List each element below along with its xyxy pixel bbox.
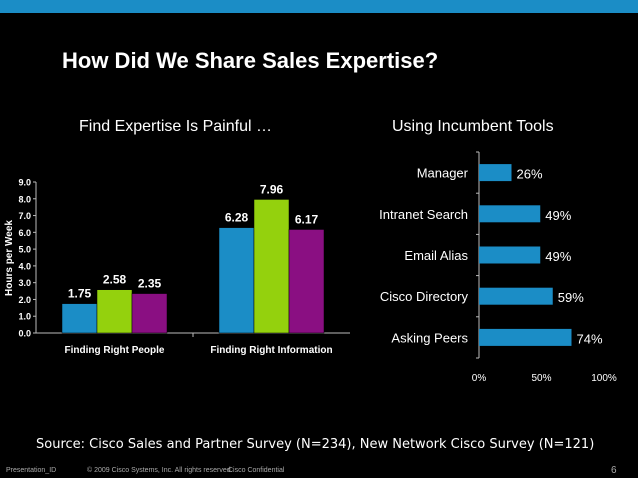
bar: [96, 289, 133, 334]
bar: [288, 229, 325, 334]
category-label: Email Alias: [404, 248, 468, 263]
category-label: Asking Peers: [391, 330, 468, 345]
bar: [218, 227, 255, 334]
category-label: Intranet Search: [379, 207, 468, 222]
bar: [479, 205, 541, 223]
category-label: Cisco Directory: [380, 289, 469, 304]
y-tick-label: 5.0: [18, 245, 31, 255]
footer-confidential: Cisco Confidential: [228, 467, 285, 474]
category-label: Manager: [417, 166, 469, 181]
bar-value-label: 49%: [545, 208, 571, 223]
footer-copyright: © 2009 Cisco Systems, Inc. All rights re…: [87, 467, 233, 474]
bar: [479, 246, 541, 264]
page-number: 6: [611, 465, 617, 476]
x-tick-label: 0%: [472, 373, 487, 384]
y-tick-label: 7.0: [18, 211, 31, 221]
top-accent-bar: [0, 0, 638, 13]
y-tick-label: 1.0: [18, 312, 31, 322]
bar: [479, 287, 553, 305]
category-label: Finding Right People: [65, 345, 165, 356]
bar: [253, 199, 290, 334]
footer-presentation-id: Presentation_ID: [6, 467, 57, 474]
bar-value-label: 74%: [577, 331, 603, 346]
category-label: Finding Right Information: [210, 345, 332, 356]
bar-value-label: 6.17: [295, 212, 319, 226]
bar-value-label: 1.75: [68, 287, 92, 301]
x-tick-label: 100%: [591, 373, 617, 384]
y-tick-label: 3.0: [18, 278, 31, 288]
slide-title: How Did We Share Sales Expertise?: [62, 48, 439, 73]
bar-value-label: 7.96: [260, 182, 284, 196]
y-tick-label: 8.0: [18, 194, 31, 204]
left-chart-title: Find Expertise Is Painful …: [79, 118, 272, 135]
y-tick-label: 0.0: [18, 329, 31, 339]
y-tick-label: 9.0: [18, 178, 31, 188]
y-axis-title: Hours per Week: [4, 220, 15, 296]
right-chart-title: Using Incumbent Tools: [392, 118, 554, 135]
x-tick-label: 50%: [531, 373, 551, 384]
bar-value-label: 2.58: [103, 273, 127, 287]
bar-value-label: 59%: [558, 290, 584, 305]
bar: [479, 328, 572, 346]
bar-value-label: 6.28: [225, 211, 249, 225]
source-note: Source: Cisco Sales and Partner Survey (…: [36, 437, 595, 452]
y-tick-label: 6.0: [18, 228, 31, 238]
y-tick-label: 2.0: [18, 295, 31, 305]
bar: [479, 164, 512, 182]
bar-value-label: 26%: [517, 167, 543, 182]
bar-value-label: 49%: [545, 249, 571, 264]
bar: [131, 293, 168, 334]
bar-value-label: 2.35: [138, 277, 162, 291]
y-tick-label: 4.0: [18, 261, 31, 271]
bar: [61, 303, 98, 334]
